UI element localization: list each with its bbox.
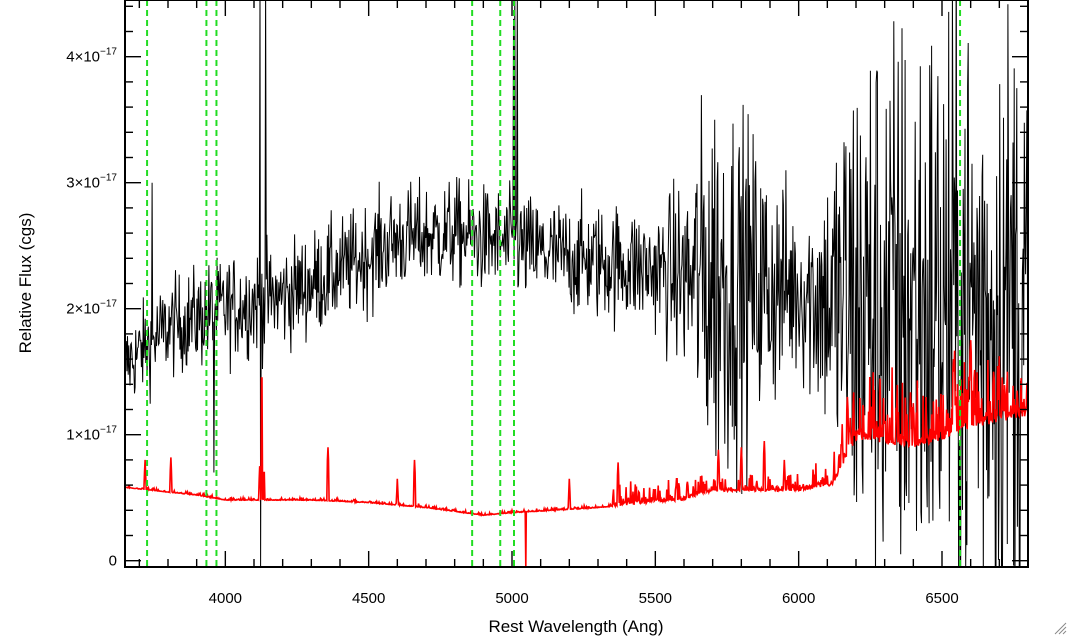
x-tick-label: 4000 xyxy=(209,590,242,607)
y-tick-label: 0 xyxy=(109,553,117,570)
y-tick-label: 2×10−17 xyxy=(66,299,117,318)
plot-area xyxy=(125,0,1028,567)
x-tick-label: 5500 xyxy=(639,590,672,607)
x-tick-label: 5000 xyxy=(495,590,528,607)
axis-ticks: 4000 4500 5000 5500 6000 6500 0 1×10−17 2×10−17 3… xyxy=(66,0,1029,607)
x-tick-label: 6000 xyxy=(782,590,815,607)
resize-grip-icon[interactable] xyxy=(1053,621,1067,635)
object-spectrum-line xyxy=(125,0,1028,567)
x-tick-label: 6500 xyxy=(925,590,958,607)
x-axis-title: Rest Wavelength (Ang) xyxy=(488,617,663,636)
y-tick-label: 3×10−17 xyxy=(66,173,117,192)
y-tick-label: 4×10−17 xyxy=(66,47,117,66)
x-tick-label: 4500 xyxy=(352,590,385,607)
sky-spectrum-line xyxy=(125,340,1028,567)
y-tick-label: 1×10−17 xyxy=(66,425,117,444)
y-axis-title: Relative Flux (cgs) xyxy=(16,213,35,354)
